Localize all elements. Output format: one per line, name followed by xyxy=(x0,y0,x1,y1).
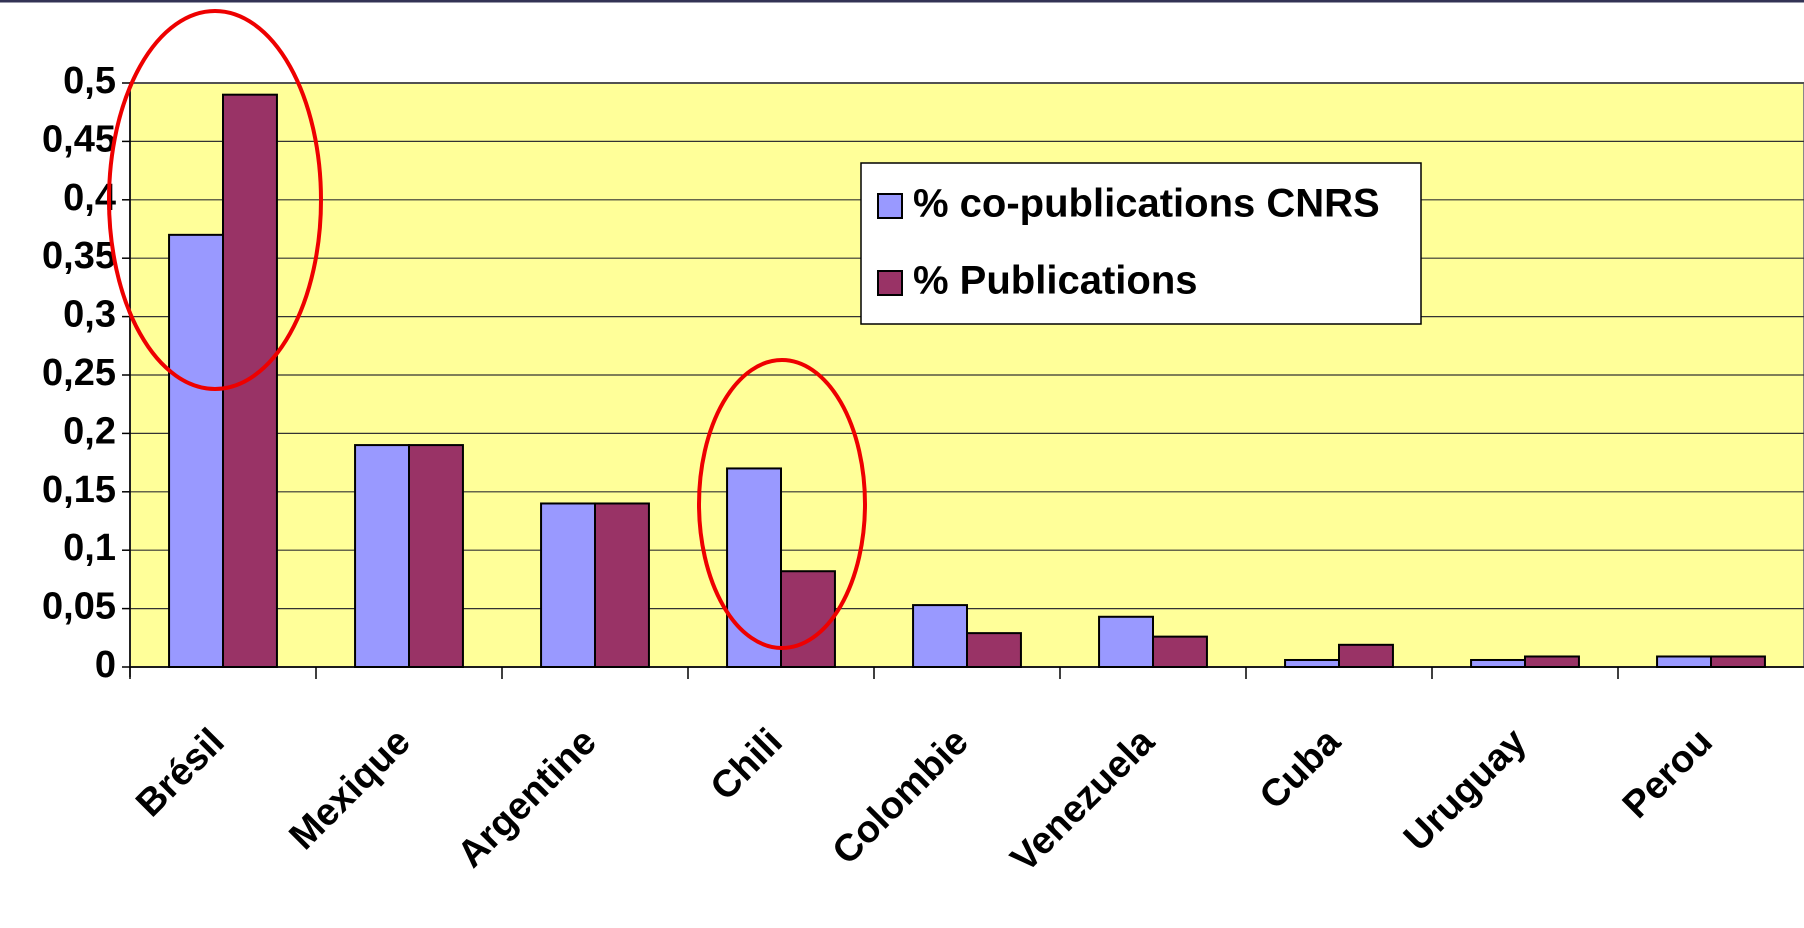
bar xyxy=(594,502,650,669)
highlight-ellipse xyxy=(107,9,323,391)
y-tick-label: 0,35 xyxy=(42,235,116,277)
y-tick-label: 0,45 xyxy=(42,118,116,160)
y-tick-label: 0,3 xyxy=(63,294,116,336)
y-tick-label: 0,5 xyxy=(63,60,116,102)
bar xyxy=(354,444,410,668)
x-tick-label: Perou xyxy=(1615,721,1721,827)
x-tick-label: Colombie xyxy=(825,721,977,873)
bar xyxy=(540,502,596,669)
y-tick-label: 0,1 xyxy=(63,527,116,569)
y-tick-label: 0,25 xyxy=(42,352,116,394)
bar xyxy=(1656,655,1713,668)
legend xyxy=(860,162,1422,325)
bar xyxy=(1284,658,1341,669)
legend-label: % co-publications CNRS xyxy=(913,182,1380,226)
bar xyxy=(1098,615,1155,668)
bar xyxy=(1152,635,1208,669)
bar xyxy=(1338,643,1394,668)
highlight-ellipse xyxy=(697,358,867,650)
x-tick-label: Cuba xyxy=(1252,720,1349,817)
x-tick-label: Chili xyxy=(703,721,791,809)
bar xyxy=(1524,655,1580,668)
bar xyxy=(1710,655,1766,668)
x-tick-label: Mexique xyxy=(282,721,419,858)
y-tick-label: 0,2 xyxy=(63,410,116,452)
legend-label: % Publications xyxy=(913,259,1198,303)
bar xyxy=(912,604,968,669)
bar xyxy=(168,233,224,668)
legend-swatch xyxy=(877,270,903,296)
bar xyxy=(222,93,278,669)
bar xyxy=(966,632,1022,668)
y-tick-label: 0 xyxy=(95,644,116,686)
y-tick-label: 0,15 xyxy=(42,469,116,511)
legend-swatch xyxy=(877,193,903,219)
x-tick-label: Uruguay xyxy=(1396,721,1535,860)
x-tick-label: Brésil xyxy=(128,721,232,825)
x-tick-label: Venezuela xyxy=(1003,720,1163,880)
bar xyxy=(408,444,464,668)
bar xyxy=(1470,658,1527,669)
bar xyxy=(780,570,836,668)
x-tick-label: Argentine xyxy=(450,721,605,876)
y-tick-label: 0,05 xyxy=(42,586,116,628)
bar xyxy=(726,467,782,668)
